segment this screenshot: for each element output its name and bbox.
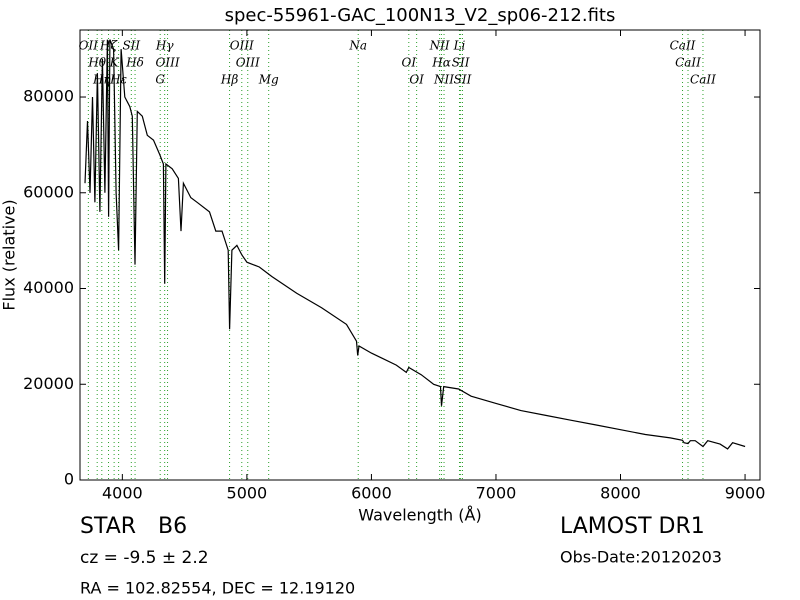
y-tick-label: 80000 [23, 87, 74, 106]
spectral-line-label: Hβ [220, 73, 238, 87]
spectral-line-label: Hδ [125, 56, 144, 70]
x-tick-label: 9000 [725, 484, 766, 503]
spectral-line-label: Hη [92, 73, 111, 87]
y-tick-label: 0 [64, 470, 74, 489]
spectral-line-label: Mg [258, 73, 279, 87]
plot-area [84, 30, 746, 480]
spectral-line-label: Hε [109, 73, 127, 87]
spectral-line-label: SII [122, 39, 140, 53]
spectral-line-label: OI [409, 73, 424, 87]
x-tick-label: 5000 [227, 484, 268, 503]
coords: RA = 102.82554, DEC = 12.19120 [80, 579, 355, 598]
plot-frame [79, 29, 761, 481]
spectral-line-label: K [109, 56, 120, 70]
spectral-line-label: CaII [670, 39, 696, 53]
spectral-line-label: CaII [690, 73, 716, 87]
spectral-line-label: Li [453, 39, 466, 53]
x-tick-label: 8000 [600, 484, 641, 503]
spectral-line-label: SII [452, 56, 470, 70]
obs-date: Obs-Date:20120203 [560, 548, 722, 567]
spectral-line-label: OIII [156, 56, 180, 70]
y-tick-label: 40000 [23, 278, 74, 297]
spectrum [84, 39, 746, 450]
chart-title: spec-55961-GAC_100N13_V2_sp06-212.fits [225, 5, 616, 26]
spectral-line-label: Hα [431, 56, 451, 70]
spectral-line-label: Hγ [155, 39, 174, 53]
spectral-line-label: OIII [230, 39, 254, 53]
y-tick-label: 20000 [23, 374, 74, 393]
cz: cz = -9.5 ± 2.2 [80, 548, 209, 568]
spectral-line-label: NII [433, 73, 454, 87]
x-axis-label: Wavelength (Å) [358, 506, 481, 525]
star-subclass: B6 [158, 514, 187, 539]
spectral-line-label: Hζ [99, 39, 118, 53]
spectral-line-label: OII [79, 39, 99, 53]
x-tick-label: 7000 [476, 484, 517, 503]
x-tick-label: 4000 [102, 484, 143, 503]
y-axis-label: Flux (relative) [0, 199, 19, 310]
x-tick-label: 6000 [351, 484, 392, 503]
star-class: STAR [80, 514, 136, 539]
spectral-line-label: CaII [675, 56, 701, 70]
spectral-line-label: NII [429, 39, 450, 53]
survey: LAMOST DR1 [560, 514, 705, 539]
spectral-line-label: OIII [236, 56, 260, 70]
spectral-line-label: G [155, 73, 165, 87]
spectral-line-label: Hθ [87, 56, 106, 70]
spectral-line-label: Na [348, 39, 367, 53]
spectral-line-label: SII [454, 73, 472, 87]
y-tick-label: 60000 [23, 182, 74, 201]
spectral-line-label: OI [402, 56, 417, 70]
